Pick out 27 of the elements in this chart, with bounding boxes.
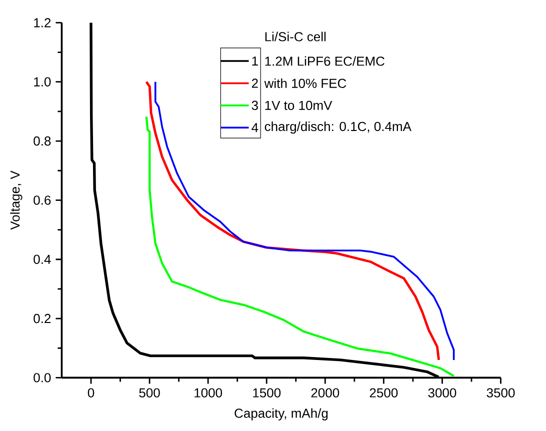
y-tick-label: 0.4 [34, 254, 51, 264]
y-tick-label: 0.0 [34, 373, 51, 382]
x-tick-label: 3500 [486, 388, 515, 398]
legend-label: 2 [252, 78, 258, 88]
y-axis-title: Voltage, V [10, 170, 22, 230]
x-axis-title: Capacity, mAh/g [234, 408, 328, 420]
legend-label: 1 [252, 56, 258, 66]
y-tick-label: 0.8 [34, 136, 51, 146]
y-tick-label: 0.2 [34, 314, 51, 324]
x-tick-label: 2500 [370, 388, 398, 398]
x-tick-label: 2000 [311, 388, 340, 398]
x-tick-label: 500 [139, 388, 160, 398]
annotation: 1.2M LiPF6 EC/EMC [265, 56, 384, 66]
line-series [145, 116, 455, 377]
annotation: 1V to 10mV [265, 100, 332, 110]
legend-label: 4 [252, 123, 258, 132]
legend-title: Li/Si-C cell [265, 32, 326, 42]
y-tick-label: 1.2 [34, 18, 51, 28]
x-tick-label: 1500 [253, 388, 281, 398]
annotation: charg/disch: 0.1C, 0.4mA [264, 122, 412, 134]
y-tick-label: 0.6 [34, 196, 51, 205]
annotation: with 10% FEC [264, 78, 346, 88]
x-tick-label: 1000 [194, 388, 222, 398]
legend-label: 3 [252, 100, 258, 110]
x-tick-label: 0 [88, 388, 94, 398]
x-tick-label: 3000 [428, 388, 456, 398]
y-tick-label: 1.0 [34, 77, 51, 86]
